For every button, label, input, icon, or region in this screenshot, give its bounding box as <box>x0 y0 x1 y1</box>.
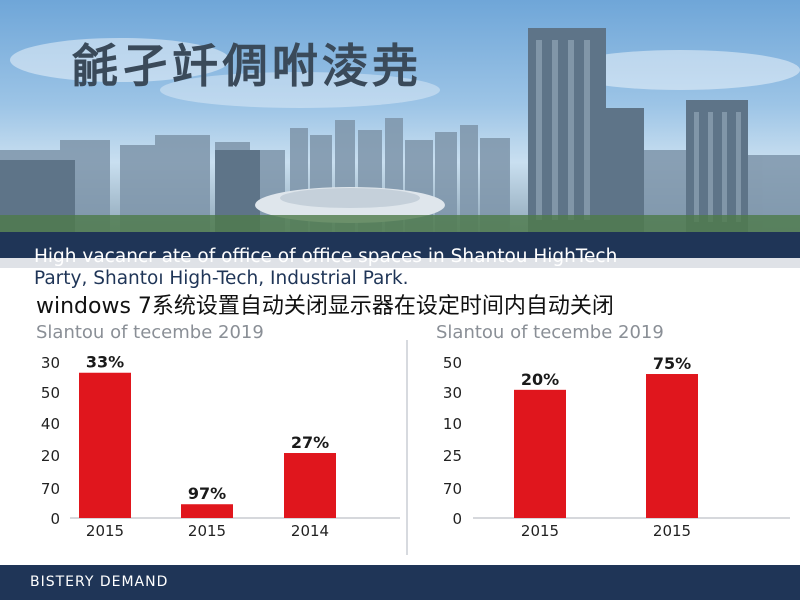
y-tick-label: 30 <box>443 384 462 402</box>
overlay-caption: windows 7系统设置自动关闭显示器在设定时间内自动关闭 <box>36 294 614 319</box>
bar-data-label: 20% <box>521 370 559 389</box>
bar-data-label: 27% <box>291 433 329 452</box>
y-tick-label: 20 <box>41 447 60 465</box>
y-tick-label: 25 <box>443 447 462 465</box>
hero-title: 毹孑竏倜咐淩尭 <box>72 39 422 93</box>
bar <box>284 453 336 518</box>
y-tick-label: 0 <box>452 510 462 528</box>
banner-line-2: Party, Shantoı High-Tech, Industrial Par… <box>34 268 409 289</box>
chart-divider <box>406 340 408 555</box>
city-skyline-illustration <box>0 28 800 232</box>
bar-data-label: 97% <box>188 484 226 503</box>
caption-overlay <box>0 258 800 342</box>
bar <box>646 374 698 518</box>
x-tick-label: 2015 <box>653 522 691 540</box>
y-tick-label: 30 <box>41 354 60 372</box>
y-tick-label: 50 <box>443 354 462 372</box>
bar <box>79 372 131 518</box>
hero-image: 毹孑竏倜咐淩尭 <box>0 0 800 232</box>
y-tick-label: 70 <box>41 480 60 498</box>
bar <box>181 504 233 518</box>
bar-data-label: 33% <box>86 353 124 372</box>
x-tick-label: 2015 <box>86 522 124 540</box>
x-tick-label: 2014 <box>291 522 329 540</box>
x-tick-label: 2015 <box>521 522 559 540</box>
chart-1-title: Slantou of tecembe 2019 <box>36 322 264 343</box>
y-tick-label: 0 <box>50 510 60 528</box>
footer-label: BISTERY DEMAND <box>30 574 169 590</box>
x-tick-label: 2015 <box>188 522 226 540</box>
bar-data-label: 75% <box>653 354 691 373</box>
y-tick-label: 10 <box>443 415 462 433</box>
footer-band <box>0 565 800 600</box>
chart-2-title: Slantou of tecembe 2019 <box>436 322 664 343</box>
y-tick-label: 70 <box>443 480 462 498</box>
bar <box>514 389 566 518</box>
y-tick-label: 50 <box>41 384 60 402</box>
y-tick-label: 40 <box>41 415 60 433</box>
